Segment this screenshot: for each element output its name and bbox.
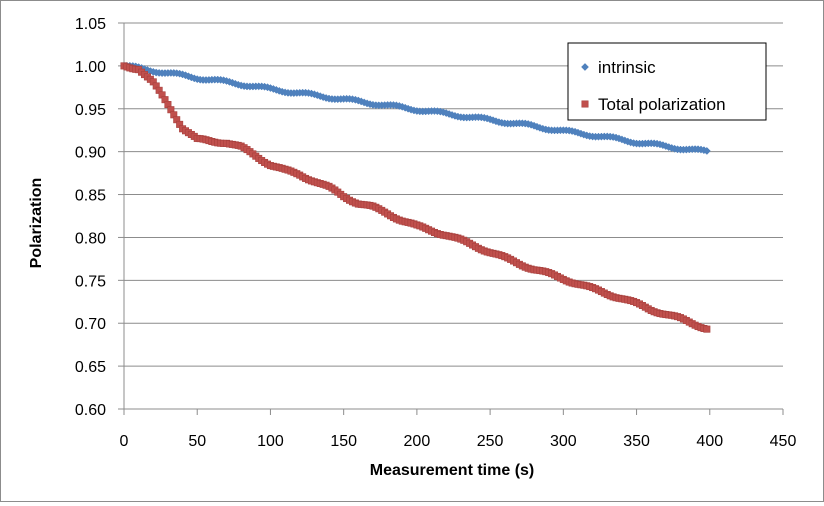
data-series [120, 61, 711, 333]
gridlines [124, 22, 783, 367]
x-tick-label: 200 [404, 433, 431, 450]
data-point [703, 325, 711, 333]
x-tick-label: 250 [477, 433, 504, 450]
y-tick-label: 0.60 [75, 402, 106, 419]
x-tick-label: 450 [770, 433, 797, 450]
legend-box [567, 42, 767, 121]
tick-labels: 0.60 0.65 0.70 0.75 0.80 0.85 0.90 0.95 1.00 1.05… [75, 16, 797, 450]
x-tick-label: 350 [623, 433, 650, 450]
x-axis-title: Measurement time (s) [370, 462, 535, 479]
axes [118, 22, 784, 415]
x-tick-label: 150 [330, 433, 357, 450]
legend-marker-intrinsic [581, 63, 589, 71]
x-tick-label: 50 [188, 433, 206, 450]
legend-marker-square [581, 100, 589, 108]
y-tick-label: 0.75 [75, 273, 106, 290]
y-tick-label: 1.00 [75, 59, 106, 76]
y-axis-title: Polarization [28, 178, 45, 269]
y-tick-label: 0.95 [75, 102, 106, 119]
y-tick-label: 0.90 [75, 145, 106, 162]
legend: intrinsic Total polarization [567, 42, 767, 121]
y-tick-label: 1.05 [75, 16, 106, 33]
series-intrinsic [120, 61, 711, 155]
y-tick-label: 0.80 [75, 230, 106, 247]
x-tick-label: 0 [120, 433, 129, 450]
legend-label-intrinsic: intrinsic [598, 58, 656, 77]
series-total-polarization [120, 62, 711, 333]
x-tick-label: 400 [696, 433, 723, 450]
x-tick-label: 300 [550, 433, 577, 450]
x-tick-label: 100 [257, 433, 284, 450]
data-point [702, 146, 711, 155]
legend-marker-diamond [581, 63, 589, 71]
y-tick-label: 0.85 [75, 188, 106, 205]
legend-marker-total-polarization [581, 100, 589, 108]
legend-label-total-polarization: Total polarization [598, 95, 726, 114]
y-tick-label: 0.70 [75, 316, 106, 333]
y-tick-label: 0.65 [75, 359, 106, 376]
